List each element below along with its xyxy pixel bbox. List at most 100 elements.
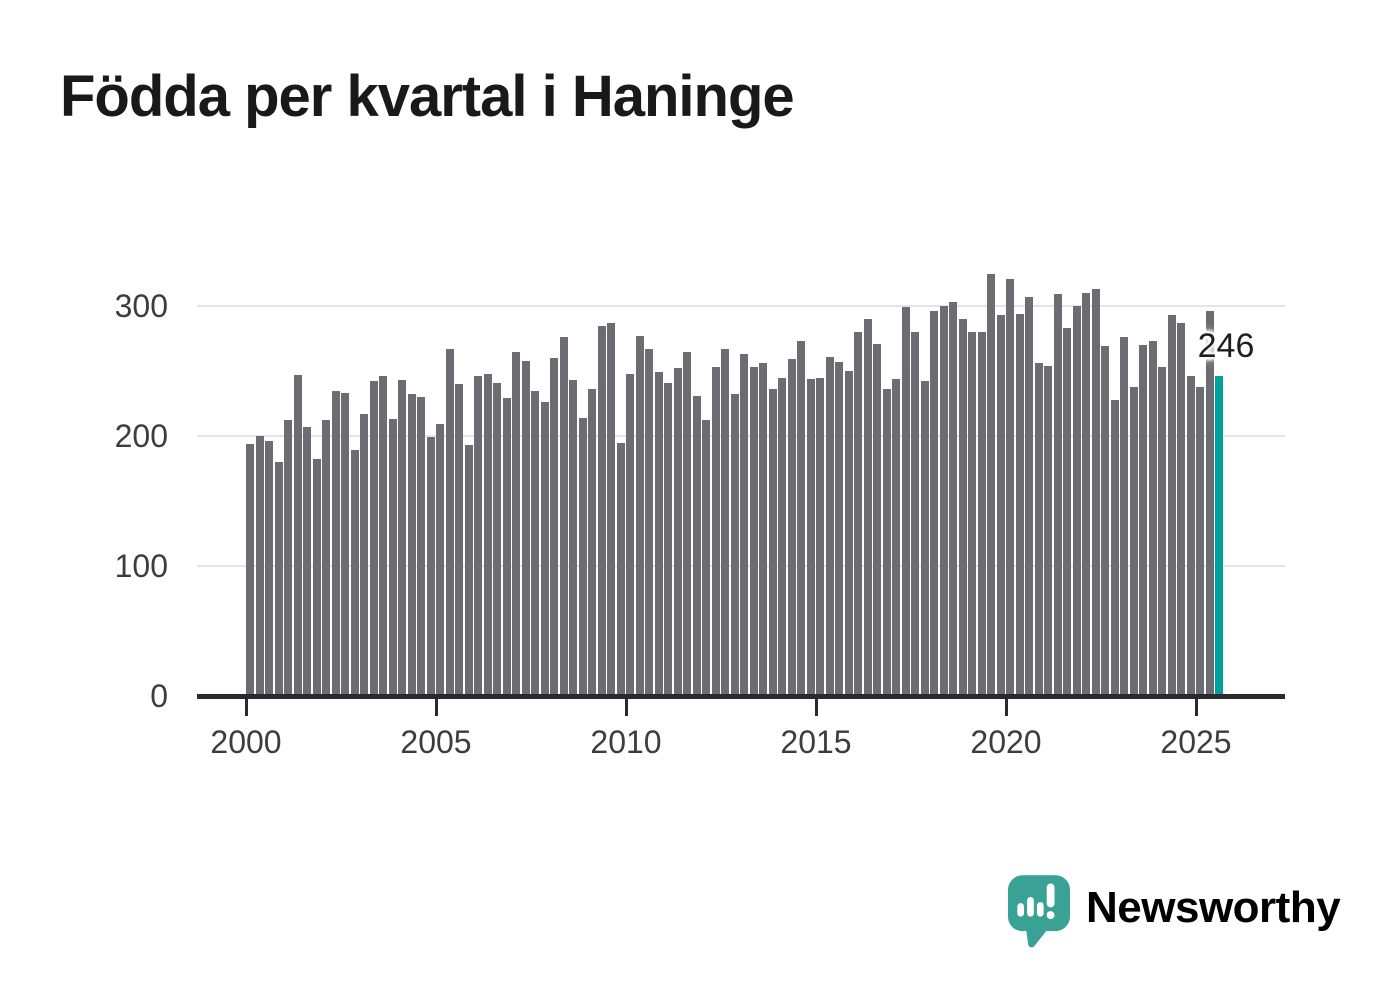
bar-2010Q2 <box>635 335 644 696</box>
bar-2006Q4 <box>502 398 511 696</box>
bar-2007Q3 <box>531 390 539 696</box>
bar-2005Q3 <box>455 384 463 696</box>
bar-2014Q1 <box>778 377 786 696</box>
bar-2024Q1 <box>1158 367 1166 696</box>
bar-2008Q1 <box>550 358 558 696</box>
x-tick-label-2005: 2005 <box>400 724 472 760</box>
bar-2020Q3 <box>1025 296 1033 696</box>
bar-2019Q3 <box>987 273 995 696</box>
x-axis-tick-2010 <box>625 699 628 716</box>
bar-2017Q2 <box>901 307 910 696</box>
y-tick-label-200: 200 <box>114 418 168 454</box>
bar-2014Q2 <box>787 359 796 696</box>
bar-2017Q4 <box>920 381 929 696</box>
bar-2000Q1 <box>246 443 254 696</box>
x-tick-label-2010: 2010 <box>590 724 662 760</box>
bar-2007Q2 <box>521 360 530 696</box>
bar-2013Q2 <box>749 367 758 696</box>
bar-2012Q3 <box>721 348 729 696</box>
bar-2009Q3 <box>607 322 615 696</box>
bar-2005Q1 <box>436 424 444 696</box>
x-axis-tick-2025 <box>1195 699 1198 716</box>
bar-2010Q3 <box>645 348 653 696</box>
logo-wordmark: Newsworthy <box>1086 883 1341 932</box>
bar-2011Q1 <box>664 382 672 696</box>
bar-2003Q4 <box>388 419 397 696</box>
bar-2003Q3 <box>379 376 387 696</box>
bar-2008Q4 <box>578 417 587 696</box>
bar-2006Q3 <box>493 382 501 696</box>
bar-2022Q3 <box>1101 346 1109 696</box>
bar-2023Q1 <box>1120 337 1128 696</box>
y-gridline-300 <box>197 305 1285 307</box>
bar-2005Q2 <box>445 348 454 696</box>
bar-2004Q2 <box>407 394 416 696</box>
bar-2012Q4 <box>730 394 739 696</box>
bar-2018Q4 <box>958 319 967 696</box>
bar-2007Q4 <box>540 402 549 696</box>
highlight-value-label: 246 <box>1197 327 1255 366</box>
bar-2018Q2 <box>939 306 948 696</box>
x-axis-tick-2015 <box>815 699 818 716</box>
bar-2014Q4 <box>806 378 815 696</box>
bar-2025Q3 <box>1215 376 1223 696</box>
bar-2002Q4 <box>350 450 359 696</box>
bar-2020Q1 <box>1006 278 1014 696</box>
y-tick-label-100: 100 <box>114 548 168 584</box>
bar-2000Q3 <box>265 441 273 696</box>
bar-2009Q4 <box>616 442 625 696</box>
bar-2000Q2 <box>255 436 264 696</box>
bar-2016Q4 <box>882 389 891 696</box>
bar-2022Q2 <box>1091 289 1100 696</box>
bar-2006Q2 <box>483 373 492 696</box>
x-axis-tick-2005 <box>435 699 438 716</box>
bar-2020Q2 <box>1015 313 1024 696</box>
bar-2004Q1 <box>398 380 406 696</box>
bar-2000Q4 <box>274 462 283 696</box>
bar-2017Q1 <box>892 378 900 696</box>
bar-2008Q2 <box>559 337 568 696</box>
bar-2023Q2 <box>1129 386 1138 696</box>
bar-2022Q1 <box>1082 293 1090 696</box>
bar-2016Q1 <box>854 332 862 696</box>
bar-2011Q2 <box>673 368 682 696</box>
bar-2020Q4 <box>1034 363 1043 696</box>
bar-2023Q4 <box>1148 341 1157 696</box>
bar-2018Q1 <box>930 311 938 696</box>
bar-2011Q3 <box>683 351 691 696</box>
newsworthy-speech-bubble-chart-icon <box>1008 875 1070 948</box>
bar-2008Q3 <box>569 380 577 696</box>
bar-2012Q2 <box>711 367 720 696</box>
bar-2001Q1 <box>284 420 292 696</box>
bar-2022Q4 <box>1110 399 1119 696</box>
bar-2003Q1 <box>360 413 368 696</box>
bar-2010Q1 <box>626 373 634 696</box>
bar-2012Q1 <box>702 420 710 696</box>
x-axis-tick-2000 <box>245 699 248 716</box>
bar-2016Q3 <box>873 343 881 696</box>
bar-2024Q3 <box>1177 322 1185 696</box>
bar-2019Q2 <box>977 332 986 696</box>
bar-2004Q3 <box>417 397 425 696</box>
bar-2021Q2 <box>1053 294 1062 696</box>
bar-2002Q1 <box>322 420 330 696</box>
bar-2001Q2 <box>293 374 302 696</box>
bar-2011Q4 <box>692 395 701 696</box>
bar-2023Q3 <box>1139 345 1147 696</box>
bar-2015Q2 <box>825 356 834 696</box>
bar-2021Q3 <box>1063 328 1071 696</box>
bar-2015Q4 <box>844 371 853 696</box>
bar-2019Q1 <box>968 332 976 696</box>
bar-2009Q2 <box>597 325 606 696</box>
bar-2021Q4 <box>1072 306 1081 696</box>
bar-2004Q4 <box>426 437 435 696</box>
bar-2005Q4 <box>464 445 473 696</box>
x-tick-label-2000: 2000 <box>210 724 282 760</box>
chart-title: Födda per kvartal i Haninge <box>60 64 795 129</box>
newsworthy-logo: Newsworthy <box>1008 875 1341 951</box>
bar-2016Q2 <box>863 319 872 696</box>
bar-2019Q4 <box>996 315 1005 696</box>
bar-2021Q1 <box>1044 365 1052 696</box>
x-tick-label-2015: 2015 <box>780 724 852 760</box>
